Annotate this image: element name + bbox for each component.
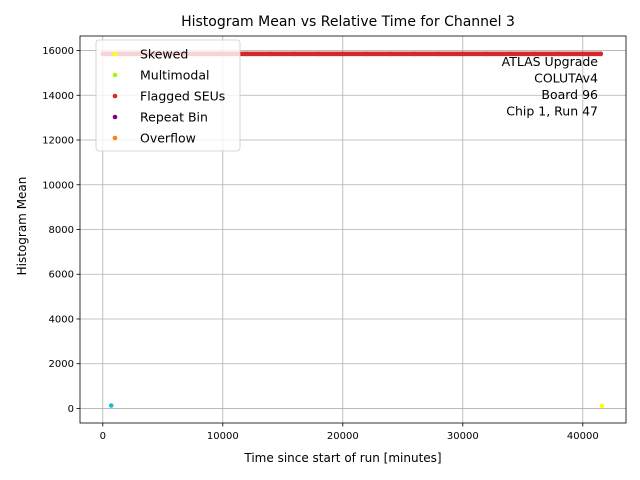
data-point <box>316 51 322 57</box>
annotation-line: Board 96 <box>541 87 598 102</box>
data-point <box>556 51 562 57</box>
y-axis-ticks: 0 2000 4000 6000 8000 10000 12000 14000 16000 <box>42 46 80 415</box>
legend-label: Repeat Bin <box>140 110 208 125</box>
x-tick-label: 0 <box>100 431 106 442</box>
y-tick-label: 8000 <box>49 225 74 236</box>
legend-label: Skewed <box>140 47 188 62</box>
y-axis-label: Histogram Mean <box>15 177 29 276</box>
legend-box <box>95 39 241 152</box>
legend-marker <box>112 135 118 141</box>
y-tick-label: 2000 <box>49 359 74 370</box>
data-point <box>292 51 298 57</box>
y-tick-label: 4000 <box>49 314 74 325</box>
data-point <box>268 51 274 57</box>
x-axis-label: Time since start of run [minutes] <box>243 451 441 465</box>
data-point <box>244 51 250 57</box>
data-point <box>108 403 114 408</box>
annotation-line: ATLAS Upgrade <box>502 54 599 69</box>
data-point <box>508 51 514 57</box>
data-point <box>484 51 490 57</box>
legend-label: Multimodal <box>140 68 209 83</box>
x-axis-ticks: 0 10000 20000 30000 40000 <box>100 423 599 442</box>
x-tick-label: 40000 <box>567 431 599 442</box>
legend-label: Flagged SEUs <box>140 89 225 104</box>
annotation-line: COLUTAv4 <box>534 71 598 86</box>
legend: Skewed Multimodal Flagged SEUs Repeat Bin Ov… <box>95 39 241 152</box>
y-tick-label: 0 <box>68 404 74 415</box>
legend-marker <box>112 72 118 78</box>
legend-label: Overflow <box>140 131 196 146</box>
x-tick-label: 10000 <box>207 431 239 442</box>
legend-marker <box>112 93 118 99</box>
data-point <box>364 51 370 57</box>
y-tick-label: 12000 <box>42 136 74 147</box>
data-point <box>599 403 605 409</box>
legend-marker <box>112 114 118 120</box>
chart-title: Histogram Mean vs Relative Time for Chan… <box>181 14 515 30</box>
grid-lines <box>80 36 626 423</box>
data-point <box>436 51 442 57</box>
data-point <box>532 51 538 57</box>
y-tick-label: 10000 <box>42 180 74 191</box>
legend-marker <box>112 51 118 57</box>
y-tick-label: 16000 <box>42 46 74 57</box>
data-point <box>598 51 604 57</box>
annotation-line: Chip 1, Run 47 <box>506 104 598 119</box>
data-point <box>460 51 466 57</box>
x-tick-label: 20000 <box>327 431 359 442</box>
y-tick-label: 6000 <box>49 270 74 281</box>
data-point <box>340 51 346 57</box>
data-point <box>412 51 418 57</box>
x-tick-label: 30000 <box>447 431 479 442</box>
y-tick-label: 14000 <box>42 91 74 102</box>
data-point <box>580 51 586 57</box>
data-point <box>388 51 394 57</box>
